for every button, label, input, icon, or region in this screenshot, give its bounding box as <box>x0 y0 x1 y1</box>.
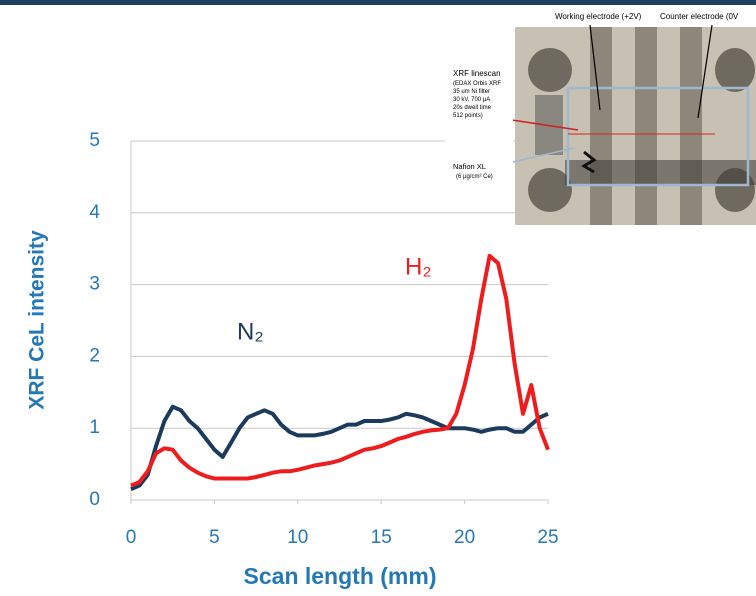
annotations: Working electrode (+2V) Counter electrode… <box>453 12 739 180</box>
y-axis-label: XRF CeL intensity <box>26 230 49 410</box>
x-tick-label: 20 <box>454 527 475 548</box>
y-tick-label: 5 <box>89 130 100 151</box>
x-tick-label: 5 <box>209 527 220 548</box>
annotation: 30 kV, 700 µA <box>453 97 490 103</box>
annotation: (6 µg/cm² Ce) <box>456 174 493 180</box>
series-label: N₂ <box>237 318 264 345</box>
x-tick-label: 0 <box>126 527 137 548</box>
y-tick-label: 0 <box>89 489 100 510</box>
inset-photo <box>445 24 756 225</box>
y-tick-label: 2 <box>89 345 100 366</box>
annotation: Nafion XL <box>453 162 486 171</box>
series-line <box>130 404 549 492</box>
annotation: Working electrode (+2V) <box>555 12 642 21</box>
y-tick-label: 4 <box>89 202 100 223</box>
series-label: H₂ <box>405 253 432 280</box>
x-tick-label: 15 <box>371 527 392 548</box>
annotation: 512 points) <box>453 113 483 119</box>
annotation: XRF linescan <box>453 69 501 78</box>
y-tick-label: 1 <box>89 417 100 438</box>
annotation: (EDAX Orbis XRF <box>453 81 501 87</box>
x-tick-label: 10 <box>287 527 308 548</box>
annotation: 35 um Ni filter <box>453 89 490 95</box>
y-tick-label: 3 <box>89 274 100 295</box>
annotation: 20s dwell time <box>453 105 492 111</box>
x-tick-label: 25 <box>537 527 558 548</box>
annotation: Counter electrode (0V <box>660 12 739 21</box>
x-axis-label: Scan length (mm) <box>244 563 437 589</box>
series-line <box>130 253 550 488</box>
top-bar <box>0 0 756 5</box>
